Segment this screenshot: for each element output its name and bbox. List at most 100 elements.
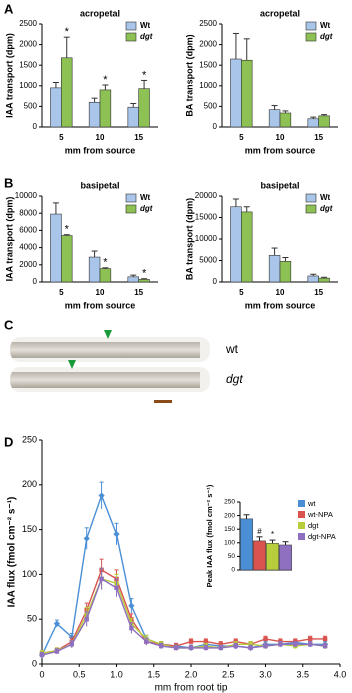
y-axis-label: BA transport (dpm): [184, 198, 194, 280]
y-tick-label: 8000: [19, 208, 37, 217]
panel-label: D: [4, 434, 13, 449]
legend-swatch: [305, 32, 317, 42]
legend-label: dgt: [308, 521, 319, 530]
x-tick-label: 0: [39, 669, 44, 679]
x-tick-label: 15: [134, 133, 143, 142]
y-tick-label: 100: [22, 569, 37, 579]
x-tick-label: 2.5: [222, 669, 235, 679]
y-axis-label: IAA transport (dpm): [4, 197, 14, 282]
y-tick-label: 0: [231, 567, 235, 574]
bar: [279, 261, 292, 283]
y-tick-label: 200: [22, 479, 37, 489]
bar: [61, 235, 73, 283]
y-tick-label: 2500: [19, 19, 37, 28]
bar: [127, 106, 139, 128]
significance-mark: *: [65, 224, 70, 236]
x-axis-label: mm from source: [245, 145, 316, 155]
bar: [50, 87, 62, 128]
point: [99, 576, 104, 582]
y-tick-label: 200: [224, 512, 235, 519]
panel-label: A: [4, 1, 14, 16]
bar: [268, 109, 281, 128]
y-tick-label: 100: [224, 540, 235, 547]
y-tick-label: 0: [32, 658, 37, 668]
bar: [307, 275, 319, 283]
point: [263, 643, 268, 649]
x-tick-label: 10: [276, 133, 285, 142]
chart-title: acropetal: [80, 8, 120, 18]
legend-swatch: [298, 500, 305, 507]
x-tick-label: 2.0: [185, 669, 198, 679]
legend-swatch: [125, 21, 137, 31]
legend-label: wt: [307, 499, 316, 508]
root-image: [10, 372, 200, 388]
bar: [318, 115, 330, 128]
y-tick-label: 50: [228, 553, 236, 560]
point: [308, 642, 313, 647]
y-tick-label: 1500: [199, 60, 217, 69]
point: [322, 643, 328, 649]
legend-label: dgt: [320, 32, 333, 41]
x-tick-label: 15: [314, 133, 323, 142]
y-tick-label: 0: [213, 122, 218, 131]
significance-mark: *: [271, 530, 274, 539]
x-axis-label: mm from source: [245, 300, 316, 310]
bar: [266, 543, 279, 571]
legend-swatch: [305, 21, 317, 31]
point: [128, 602, 135, 609]
x-tick-label: 4.0: [334, 669, 347, 679]
panel-label: B: [4, 175, 13, 190]
x-tick-label: 10: [96, 133, 105, 142]
legend-label: dgt: [140, 32, 153, 41]
y-tick-label: 0: [213, 277, 218, 286]
micrographs: wt dgt: [10, 330, 243, 403]
bar: [230, 58, 242, 128]
point: [278, 642, 283, 647]
bar: [307, 118, 319, 128]
bar: [230, 206, 242, 283]
series-line: [41, 568, 326, 654]
bar: [127, 276, 139, 283]
legend-swatch: [125, 193, 137, 203]
point: [84, 617, 89, 622]
legend-label: Wt: [320, 193, 331, 202]
point: [129, 625, 134, 631]
legend-label: wt-NPA: [307, 510, 333, 519]
point: [322, 636, 328, 642]
point: [263, 636, 268, 642]
point: [39, 652, 45, 658]
y-tick-label: 1500: [19, 60, 37, 69]
y-tick-label: 15000: [195, 213, 218, 222]
point: [113, 530, 120, 538]
x-tick-label: 15: [314, 288, 323, 297]
y-tick-label: 250: [22, 434, 37, 444]
chart-title: acropetal: [260, 8, 300, 18]
point: [248, 645, 253, 651]
legend-swatch: [125, 204, 137, 214]
x-axis-label: mm from root tip: [155, 683, 228, 693]
bar: [268, 255, 281, 283]
x-tick-label: 3.0: [259, 669, 272, 679]
legend-swatch: [125, 32, 137, 42]
point: [203, 645, 209, 651]
bar: [88, 101, 101, 128]
legend-label: Wt: [140, 193, 151, 202]
x-tick-label: 5: [239, 288, 244, 297]
legend-swatch: [298, 533, 305, 540]
point: [203, 639, 209, 644]
x-tick-label: 1.0: [110, 669, 123, 679]
point: [54, 649, 60, 654]
y-tick-label: 250: [224, 499, 235, 506]
panel-label: C: [4, 317, 14, 332]
point: [308, 636, 313, 642]
bar: [138, 279, 150, 283]
micrograph-label: dgt: [226, 372, 243, 386]
y-tick-label: 10000: [195, 234, 218, 243]
point: [248, 642, 253, 647]
legend-label: Wt: [140, 21, 151, 30]
y-tick-label: 4000: [19, 243, 37, 252]
bar: [99, 89, 112, 128]
x-tick-label: 10: [96, 288, 105, 297]
point: [173, 645, 179, 651]
legend-swatch: [298, 511, 305, 518]
